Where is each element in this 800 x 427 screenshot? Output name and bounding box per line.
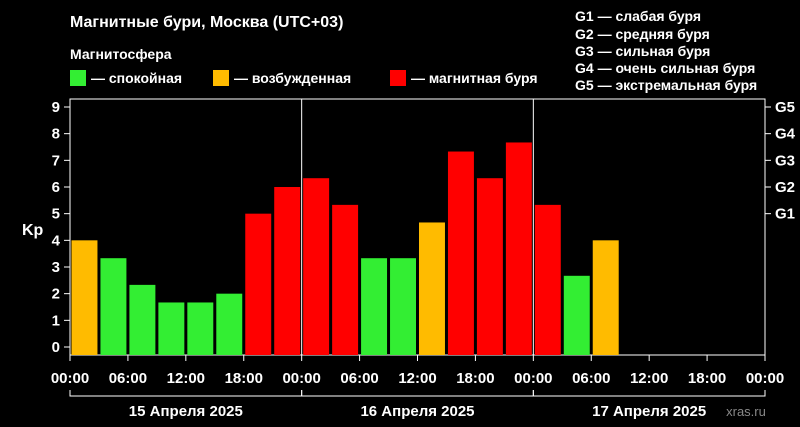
kp-bar: [71, 240, 98, 355]
legend-active-label: — возбужденная: [234, 70, 351, 86]
day-bracket: [69, 390, 303, 397]
x-tick-label: 12:00: [630, 370, 668, 387]
legend-storm-swatch: [390, 70, 406, 86]
y-tick-label: 1: [52, 312, 60, 329]
kp-bar: [534, 204, 561, 355]
kp-bar: [505, 142, 532, 355]
legend-quiet-label: — спокойная: [91, 70, 182, 86]
y-tick-label: 4: [52, 232, 61, 249]
day-label: 16 Апреля 2025: [360, 403, 474, 420]
g-tick-label: G2: [775, 179, 795, 196]
day-bracket: [532, 390, 766, 397]
y-tick-label: 3: [52, 259, 60, 276]
day-bracket: [301, 390, 534, 397]
x-tick-label: 06:00: [340, 370, 378, 387]
x-tick-label: 12:00: [398, 370, 436, 387]
legend-storm-label: — магнитная буря: [411, 70, 538, 86]
g3-legend: G3 — сильная буря: [575, 43, 710, 59]
kp-bar: [129, 284, 156, 355]
watermark: xras.ru: [726, 404, 766, 419]
y-axis-title: Kp: [22, 222, 44, 239]
y-tick-label: 2: [52, 286, 60, 303]
x-tick-label: 00:00: [282, 370, 320, 387]
day-label: 17 Апреля 2025: [592, 403, 706, 420]
g-tick-label: G5: [775, 99, 795, 116]
kp-bar: [303, 178, 330, 355]
legend-quiet-swatch: [70, 70, 86, 86]
y-tick-label: 9: [52, 99, 60, 116]
kp-bar: [419, 222, 445, 355]
g-tick-label: G4: [775, 126, 796, 143]
day-label: 15 Апреля 2025: [129, 403, 243, 420]
y-tick-label: 7: [52, 152, 60, 169]
g4-legend: G4 — очень сильная буря: [575, 60, 755, 76]
kp-bar: [476, 178, 503, 355]
kp-bar: [216, 293, 243, 355]
kp-bar: [100, 258, 127, 355]
g5-legend: G5 — экстремальная буря: [575, 77, 757, 93]
kp-bar: [332, 204, 359, 355]
x-tick-label: 18:00: [456, 370, 494, 387]
y-tick-label: 5: [52, 206, 60, 223]
g-tick-label: G1: [775, 206, 795, 223]
x-tick-label: 06:00: [572, 370, 610, 387]
y-tick-label: 8: [52, 126, 60, 143]
kp-bar: [158, 302, 185, 355]
x-tick-label: 00:00: [514, 370, 552, 387]
x-tick-label: 12:00: [167, 370, 205, 387]
kp-bar: [245, 213, 272, 355]
x-tick-label: 00:00: [746, 370, 784, 387]
kp-bar: [563, 275, 590, 355]
g1-legend: G1 — слабая буря: [575, 8, 701, 24]
x-tick-label: 18:00: [688, 370, 726, 387]
y-tick-label: 0: [52, 339, 60, 356]
y-tick-label: 6: [52, 179, 60, 196]
legend-subtitle: Магнитосфера: [70, 46, 172, 62]
kp-bar: [274, 187, 301, 355]
g-tick-label: G3: [775, 152, 795, 169]
kp-bar: [361, 258, 388, 355]
x-tick-label: 06:00: [109, 370, 147, 387]
kp-bar: [187, 302, 214, 355]
legend-active-swatch: [213, 70, 229, 86]
x-tick-label: 00:00: [51, 370, 89, 387]
kp-bar: [390, 258, 416, 355]
kp-bar: [447, 151, 474, 355]
chart-title: Магнитные бури, Москва (UTC+03): [70, 14, 343, 31]
x-tick-label: 18:00: [225, 370, 263, 387]
kp-bar: [592, 240, 619, 355]
g2-legend: G2 — средняя буря: [575, 26, 710, 42]
